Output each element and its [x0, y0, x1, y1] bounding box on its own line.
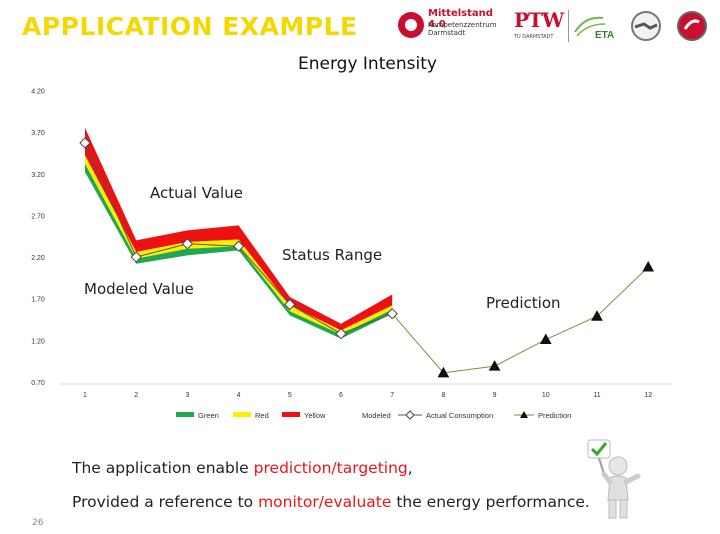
figure-with-checkmark-icon: [587, 439, 641, 519]
x-tick-label: 10: [542, 392, 550, 399]
legend-label: Actual Consumption: [426, 411, 493, 420]
x-tick-label: 4: [237, 392, 241, 399]
mittelstand-icon: [398, 12, 424, 38]
y-tick-label: 2.20: [31, 255, 45, 262]
y-tick-label: 1.20: [31, 338, 45, 345]
annotation-actual-value: Actual Value: [150, 184, 243, 202]
point-prediction: [591, 310, 603, 321]
point-actual-consumption: [232, 240, 245, 252]
point-actual-consumption: [181, 238, 194, 250]
ptw-mark: PTW: [514, 8, 564, 32]
x-tick-label: 11: [593, 392, 600, 399]
mittelstand-sub1: Kompetenzzentrum: [428, 21, 497, 29]
legend-swatch: [233, 412, 251, 417]
y-tick-label: 3.20: [31, 172, 45, 179]
mittelstand-logo: Mittelstand 4.0 Kompetenzzentrum Darmsta…: [398, 8, 506, 44]
x-tick-label: 8: [441, 392, 445, 399]
mittelstand-name: Mittelstand 4.0: [428, 8, 493, 30]
ptw-logo: PTW TU DARMSTADT: [514, 8, 564, 44]
x-tick-label: 5: [288, 392, 292, 399]
line2-highlight: monitor/evaluate: [258, 493, 392, 511]
line2-post: the energy performance.: [391, 493, 590, 511]
legend-swatch: [176, 412, 194, 417]
ptw-sub: TU DARMSTADT: [514, 34, 554, 40]
legend-label: Prediction: [538, 411, 571, 420]
y-tick-label: 4.20: [31, 88, 45, 95]
opel-icon: [631, 11, 661, 41]
x-tick-label: 2: [134, 392, 138, 399]
band-red: [85, 127, 393, 331]
x-axis-ticks: 1 2 3 4 5 6 7 8 9 10 11 12: [60, 383, 672, 399]
point-actual-consumption: [335, 327, 347, 340]
x-tick-label: 1: [83, 392, 87, 399]
eta-icon: ETA: [574, 16, 614, 41]
annotation-status-range: Status Range: [282, 246, 383, 264]
bottom-line-2: Provided a reference to monitor/evaluate…: [72, 493, 590, 511]
page-number: 26: [32, 518, 44, 528]
point-prediction: [437, 366, 450, 378]
x-tick-label: 6: [339, 392, 343, 399]
opel-logo: [630, 10, 662, 42]
eta-text: ETA: [595, 30, 614, 41]
y-tick-label: 1.70: [31, 297, 45, 304]
x-tick-label: 7: [390, 392, 394, 399]
legend-marker: [405, 410, 415, 420]
legend-label: Yellow: [304, 411, 326, 420]
legend-label: Red: [255, 411, 269, 420]
y-tick-label: 3.70: [31, 130, 45, 137]
line1-highlight: prediction/targeting: [253, 459, 408, 477]
point-actual-consumption: [386, 307, 398, 320]
logo-bar: Mittelstand 4.0 Kompetenzzentrum Darmsta…: [398, 6, 714, 46]
line2-pre: Provided a reference to: [72, 493, 259, 511]
x-tick-label: 12: [644, 392, 652, 399]
point-actual-consumption: [79, 137, 91, 149]
point-prediction: [488, 360, 501, 371]
point-actual-consumption: [284, 298, 296, 311]
annotation-prediction: Prediction: [486, 294, 561, 312]
chart-title: Energy Intensity: [298, 54, 437, 74]
status-bands: [85, 127, 393, 339]
line-prediction: [391, 266, 649, 374]
slide-title: APPLICATION EXAMPLE: [22, 12, 358, 41]
legend-marker: [520, 411, 528, 418]
point-actual-consumption: [130, 251, 142, 263]
legend-label: Green: [198, 411, 219, 420]
bottom-line-1: The application enable prediction/target…: [72, 459, 413, 477]
vauxhall-icon: [677, 11, 707, 41]
series-markers: [79, 137, 655, 378]
point-prediction: [642, 261, 655, 272]
annotation-modeled-value: Modeled Value: [84, 280, 194, 298]
y-tick-label: 0.70: [31, 380, 45, 387]
line1-post: ,: [407, 459, 413, 477]
y-tick-label: 2.70: [31, 213, 45, 220]
x-tick-label: 9: [493, 392, 497, 399]
legend-swatch: [282, 412, 300, 417]
legend-label: Modeled: [362, 411, 391, 420]
mittelstand-sub2: Darmstadt: [428, 29, 466, 37]
point-prediction: [539, 333, 552, 345]
y-axis-ticks: 0.70 1.20 1.70 2.20 2.70 3.20 3.70 4.20: [31, 88, 45, 387]
eta-logo: ETA: [568, 10, 619, 42]
vauxhall-logo: [676, 10, 708, 42]
line1-pre: The application enable: [72, 459, 254, 477]
x-tick-label: 3: [185, 392, 189, 399]
chart-legend: Green Red Yellow Modeled Actual Consumption P…: [176, 410, 571, 420]
